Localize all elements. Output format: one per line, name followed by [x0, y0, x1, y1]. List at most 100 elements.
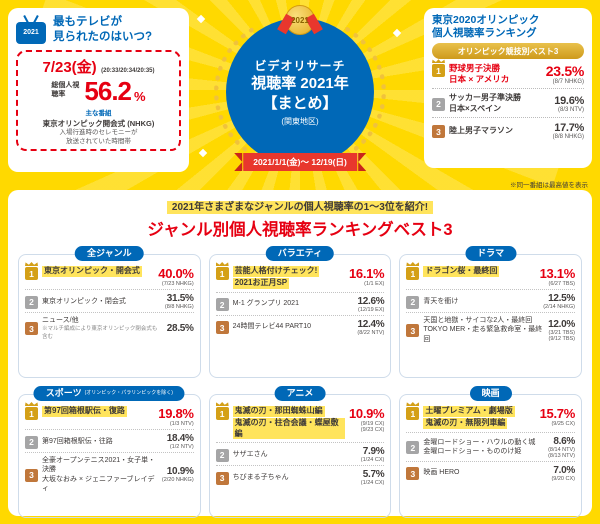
rating-value: 13.1% [539, 266, 576, 281]
program-name: 全豪オープンテニス2021・女子単・決勝 [42, 457, 156, 474]
peak-title-line2: 見られたのはいつ? [53, 30, 153, 43]
rating-info: 13.1% (6/27 TBS) [539, 266, 576, 287]
rank-1-row: 1 第97回箱根駅伝・復路 19.8% (1/3 NTV) [25, 403, 194, 430]
program-name: 金曜ロードショー・ハウルの動く城 [423, 438, 536, 446]
rating-label: 総個人視聴率 [51, 82, 80, 98]
rating-value: 7.9% [362, 446, 385, 458]
date-station: (8/22 NTV) [357, 329, 385, 336]
rating-info: 18.4% (1/2 NTV) [167, 433, 194, 450]
rank-3-row: 3 24時間テレビ44 PART10 12.4% (8/22 NTV) [215, 316, 385, 338]
program-name: 野球男子決勝 [449, 63, 501, 74]
program-name: 24時間テレビ44 PART10 [232, 323, 311, 331]
rank-3-row: 3 全豪オープンテニス2021・女子単・決勝 大坂なおみ × ジェニファーブレイ… [25, 453, 194, 496]
program-name: 日本 × アメリカ [449, 74, 510, 85]
rating-info: 7.9% (1/24 CX) [361, 446, 385, 463]
rating-value: 12.4% [357, 318, 385, 330]
program-name: ニュース/他 [42, 317, 79, 324]
rank-1-badge: 1 [406, 267, 420, 280]
rank-1-badge: 1 [215, 407, 229, 420]
rank-number: 2 [436, 99, 441, 110]
date-station: (8/8 NHKG) [164, 304, 194, 310]
rank-number: 3 [410, 468, 416, 479]
peak-viewing-title: 最もテレビが 見られたのはいつ? [53, 15, 152, 45]
rank-3-row: 3 映画 HERO 7.0% (9/20 CX) [406, 462, 575, 484]
program-info: ドラゴン桜・最終回 [423, 266, 535, 278]
rank-number: 2 [29, 297, 34, 307]
date-station: (1/2 NTV) [169, 444, 194, 450]
rating-info: 7.0% (9/20 CX) [551, 465, 575, 482]
genre-card-variety: バラエティ 1 芸能人格付けチェック! 2021お正月SP 16.1% (1/1… [208, 246, 392, 378]
genre-ranking-panel: 2021年さまざまなジャンルの個人視聴率の1〜3位を紹介! ジャンル別個人視聴率… [8, 190, 592, 518]
date-station: (1/24 CX) [360, 457, 385, 464]
program-name: 大坂なおみ × ジェニファーブレイディ [42, 475, 155, 493]
rating-value: 12.5% [548, 293, 575, 304]
rank-1-badge: 1 [432, 64, 445, 78]
genre-label: スポーツ [45, 388, 82, 398]
rating-info: 12.5% (2/14 NHKG) [543, 293, 575, 310]
genre-header: ドラマ [465, 246, 517, 261]
program-name: 2021お正月SP [232, 277, 290, 289]
program-name: 第97回箱根駅伝・往路 [42, 437, 113, 445]
rank-number: 1 [29, 268, 34, 279]
tv-screen-year: 2021 [23, 29, 39, 37]
rating-value: 31.5% [166, 293, 194, 304]
program-name: 天国と地獄・サイコな2人・最終回 [423, 317, 533, 324]
program-desc-line2: 放送されていた時間帯 [66, 137, 131, 145]
program-info: 第97回箱根駅伝・往路 [42, 437, 163, 446]
rating-info: 31.5% (8/8 NHKG) [165, 293, 194, 310]
program-info: 野球男子決勝 日本 × アメリカ [449, 63, 542, 85]
emblem-area-label: (関東地区) [281, 117, 319, 127]
genre-card-movie: 映画 1 土曜プレミアム・劇場版 鬼滅の刃・無限列車編 15.7% (9/25 … [399, 386, 582, 518]
program-info: サザエさん [233, 450, 357, 459]
genre-card-anime: アニメ 1 鬼滅の刃・那田蜘蛛山編 鬼滅の刃・柱合会議・蝶屋敷編 10.9% (… [208, 386, 392, 518]
peak-rating-row: 総個人視聴率 56.2 % [24, 78, 173, 104]
date-station: (9/20 CX) [551, 475, 575, 482]
genre-header: スポーツ (オリンピック・パラリンピックを除く) [33, 386, 185, 401]
olympic-title-line1: 東京2020オリンピック [432, 14, 540, 26]
rank-number: 2 [410, 297, 416, 307]
program-name: ドラゴン桜・最終回 [423, 266, 500, 277]
genre-sublabel: (オリンピック・パラリンピックを除く) [84, 390, 173, 396]
genre-header: アニメ [274, 386, 326, 401]
date-station: (9/12 TBS) [548, 335, 576, 342]
rating-value: 19.8% [158, 406, 194, 421]
peak-times: (20:33/20:34/20:35) [101, 67, 155, 74]
program-name: 鬼滅の刃・那田蜘蛛山編 [232, 406, 325, 417]
rank-2-row: 2 金曜ロードショー・ハウルの動く城 金曜ロードショー・もののけ姫 8.6% (… [406, 433, 575, 462]
program-name: 日本×スペイン [449, 103, 502, 113]
rank-1-badge: 1 [25, 407, 38, 420]
program-name: 青天を衝け [423, 297, 459, 305]
rating-value: 17.7% [554, 122, 584, 135]
program-info: 金曜ロードショー・ハウルの動く城 金曜ロードショー・もののけ姫 [423, 438, 544, 457]
date-station: (9/23 CX) [360, 427, 385, 433]
rank-1-badge: 1 [406, 407, 420, 420]
program-info: 土曜プレミアム・劇場版 鬼滅の刃・無限列車編 [423, 406, 535, 430]
rating-info: 19.6% (8/3 NTV) [554, 95, 584, 113]
program-name: 東京オリンピック・開会式 [42, 266, 142, 277]
rank-3-badge: 3 [406, 467, 420, 481]
rating-value: 28.5% [166, 322, 194, 334]
program-info: ちびまる子ちゃん [233, 473, 357, 482]
program-info: 陸上男子マラソン [449, 126, 549, 136]
rating-info: 16.1% (1/1 EX) [349, 266, 385, 287]
rating-info: 10.9% (2/20 NHKG) [162, 466, 194, 483]
rank-1-row: 1 土曜プレミアム・劇場版 鬼滅の刃・無限列車編 15.7% (9/25 CX) [406, 403, 575, 433]
date-station: (8/13 NTV) [548, 452, 575, 459]
program-info: 青天を衝け [423, 297, 539, 306]
program-info: 全豪オープンテニス2021・女子単・決勝 大坂なおみ × ジェニファーブレイディ [42, 456, 158, 494]
program-info: M-1 グランプリ 2021 [233, 299, 354, 308]
program-note: ※マルチ編成により東京オリンピック閉会式も含む [42, 326, 158, 340]
program-info: 天国と地獄・サイコな2人・最終回 TOKYO MER・走る緊急救命室・最終回 [423, 316, 544, 344]
period-text: 2021/1/1(金)〜 12/19(日) [253, 157, 347, 167]
rank-3-badge: 3 [215, 471, 229, 485]
rank-2-badge: 2 [25, 435, 38, 449]
program-name: サザエさん [232, 451, 268, 459]
program-info: 東京オリンピック・閉会式 [42, 297, 161, 306]
rating-value: 18.4% [166, 433, 194, 444]
rank-number: 3 [29, 323, 34, 334]
rank-2-badge: 2 [406, 441, 420, 455]
olympic-panel-title: 東京2020オリンピック 個人視聴率ランキング [432, 14, 584, 40]
rank-number: 1 [29, 408, 34, 419]
rank-number: 3 [29, 470, 34, 481]
program-info: ニュース/他 ※マルチ編成により東京オリンピック閉会式も含む [42, 316, 163, 341]
